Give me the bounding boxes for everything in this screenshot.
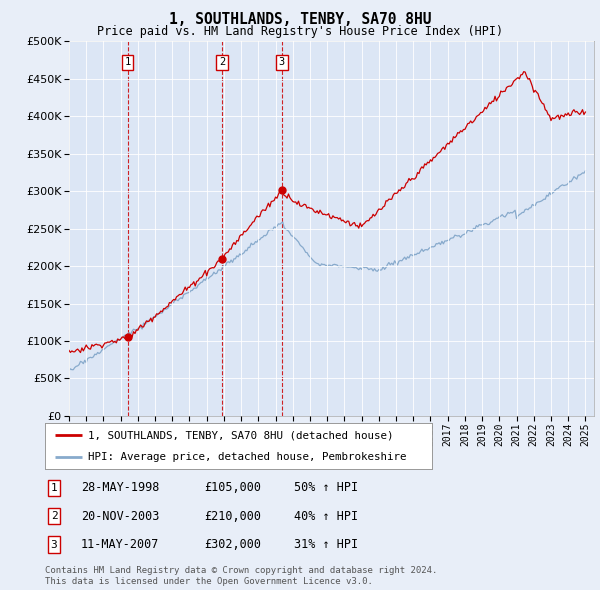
- Text: 28-MAY-1998: 28-MAY-1998: [81, 481, 160, 494]
- Text: HPI: Average price, detached house, Pembrokeshire: HPI: Average price, detached house, Pemb…: [88, 451, 406, 461]
- Text: 3: 3: [50, 540, 58, 549]
- Text: 31% ↑ HPI: 31% ↑ HPI: [294, 538, 358, 551]
- Text: 11-MAY-2007: 11-MAY-2007: [81, 538, 160, 551]
- Text: Price paid vs. HM Land Registry's House Price Index (HPI): Price paid vs. HM Land Registry's House …: [97, 25, 503, 38]
- Text: £302,000: £302,000: [204, 538, 261, 551]
- Text: 2: 2: [219, 57, 225, 67]
- Text: 2: 2: [50, 512, 58, 521]
- Text: 20-NOV-2003: 20-NOV-2003: [81, 510, 160, 523]
- Text: 1: 1: [125, 57, 131, 67]
- Text: 1: 1: [50, 483, 58, 493]
- Text: 1, SOUTHLANDS, TENBY, SA70 8HU (detached house): 1, SOUTHLANDS, TENBY, SA70 8HU (detached…: [88, 431, 393, 441]
- Text: £105,000: £105,000: [204, 481, 261, 494]
- Text: £210,000: £210,000: [204, 510, 261, 523]
- Text: 50% ↑ HPI: 50% ↑ HPI: [294, 481, 358, 494]
- Text: This data is licensed under the Open Government Licence v3.0.: This data is licensed under the Open Gov…: [45, 576, 373, 586]
- Text: 40% ↑ HPI: 40% ↑ HPI: [294, 510, 358, 523]
- Text: 3: 3: [279, 57, 285, 67]
- Text: 1, SOUTHLANDS, TENBY, SA70 8HU: 1, SOUTHLANDS, TENBY, SA70 8HU: [169, 12, 431, 27]
- Text: Contains HM Land Registry data © Crown copyright and database right 2024.: Contains HM Land Registry data © Crown c…: [45, 566, 437, 575]
